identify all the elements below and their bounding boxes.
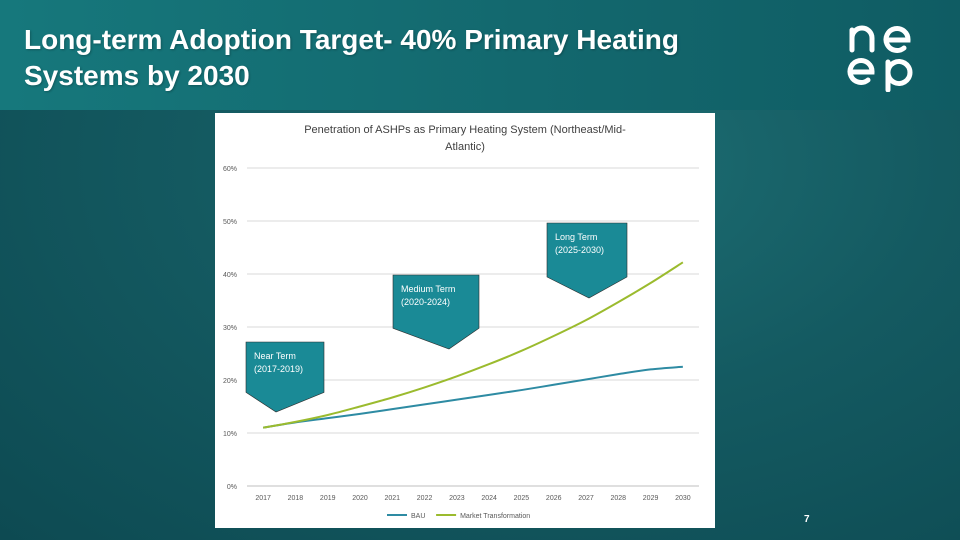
y-tick-label: 60% bbox=[223, 166, 237, 173]
callout-layer: Near Term (2017-2019) Medium Term (2020-202… bbox=[245, 222, 628, 413]
y-tick-label: 40% bbox=[223, 272, 237, 279]
chart-card: Penetration of ASHPs as Primary Heating … bbox=[215, 113, 715, 528]
chart-title-line-2: Atlantic) bbox=[445, 141, 485, 153]
series-line-market-transformation bbox=[262, 261, 684, 429]
x-tick-label: 2024 bbox=[481, 495, 497, 502]
y-tick-label: 0% bbox=[227, 484, 237, 491]
x-axis-ticks: 2017 2018 2019 2020 2021 2022 2023 2024 2025 2026… bbox=[255, 495, 690, 502]
chart-title-line-1: Penetration of ASHPs as Primary Heating … bbox=[304, 124, 626, 136]
callout-label: Long Term bbox=[555, 232, 597, 242]
logo-text: neep bbox=[846, 16, 849, 17]
legend-label: Market Transformation bbox=[460, 513, 530, 520]
header-band bbox=[0, 0, 960, 110]
legend-label: BAU bbox=[411, 513, 425, 520]
x-tick-label: 2027 bbox=[578, 495, 594, 502]
callout-near-term bbox=[245, 341, 325, 413]
callout-medium-term bbox=[392, 274, 480, 350]
x-tick-label: 2028 bbox=[610, 495, 626, 502]
x-tick-label: 2023 bbox=[449, 495, 465, 502]
x-tick-label: 2026 bbox=[546, 495, 562, 502]
adoption-line-chart: Penetration of ASHPs as Primary Heating … bbox=[223, 124, 699, 520]
callout-range: (2017-2019) bbox=[254, 364, 303, 374]
slide-title-line-1: Long-term Adoption Target- 40% Primary H… bbox=[24, 24, 679, 55]
y-tick-label: 30% bbox=[223, 325, 237, 332]
callout-label: Near Term bbox=[254, 351, 296, 361]
y-axis-ticks: 0% 10% 20% 30% 40% 50% 60% bbox=[223, 166, 237, 491]
x-tick-label: 2017 bbox=[255, 495, 271, 502]
x-tick-label: 2022 bbox=[417, 495, 433, 502]
x-tick-label: 2030 bbox=[675, 495, 691, 502]
x-tick-label: 2025 bbox=[514, 495, 530, 502]
callout-range: (2020-2024) bbox=[401, 297, 450, 307]
x-tick-label: 2029 bbox=[643, 495, 659, 502]
y-tick-label: 50% bbox=[223, 219, 237, 226]
page-number: 7 bbox=[804, 514, 810, 525]
x-tick-label: 2019 bbox=[320, 495, 336, 502]
callout-long-term bbox=[546, 222, 628, 299]
y-tick-label: 10% bbox=[223, 431, 237, 438]
legend: BAU Market Transformation bbox=[387, 513, 530, 520]
series-line-bau bbox=[262, 365, 683, 429]
neep-logo: neep bbox=[846, 16, 913, 92]
callout-label: Medium Term bbox=[401, 284, 455, 294]
x-tick-label: 2020 bbox=[352, 495, 368, 502]
series-layer bbox=[262, 261, 684, 429]
slide-title: Long-term Adoption Target- 40% Primary H… bbox=[24, 22, 744, 94]
x-tick-label: 2021 bbox=[384, 495, 400, 502]
callout-range: (2025-2030) bbox=[555, 245, 604, 255]
y-tick-label: 20% bbox=[223, 378, 237, 385]
slide-title-line-2: Systems by 2030 bbox=[24, 60, 250, 91]
x-tick-label: 2018 bbox=[288, 495, 304, 502]
